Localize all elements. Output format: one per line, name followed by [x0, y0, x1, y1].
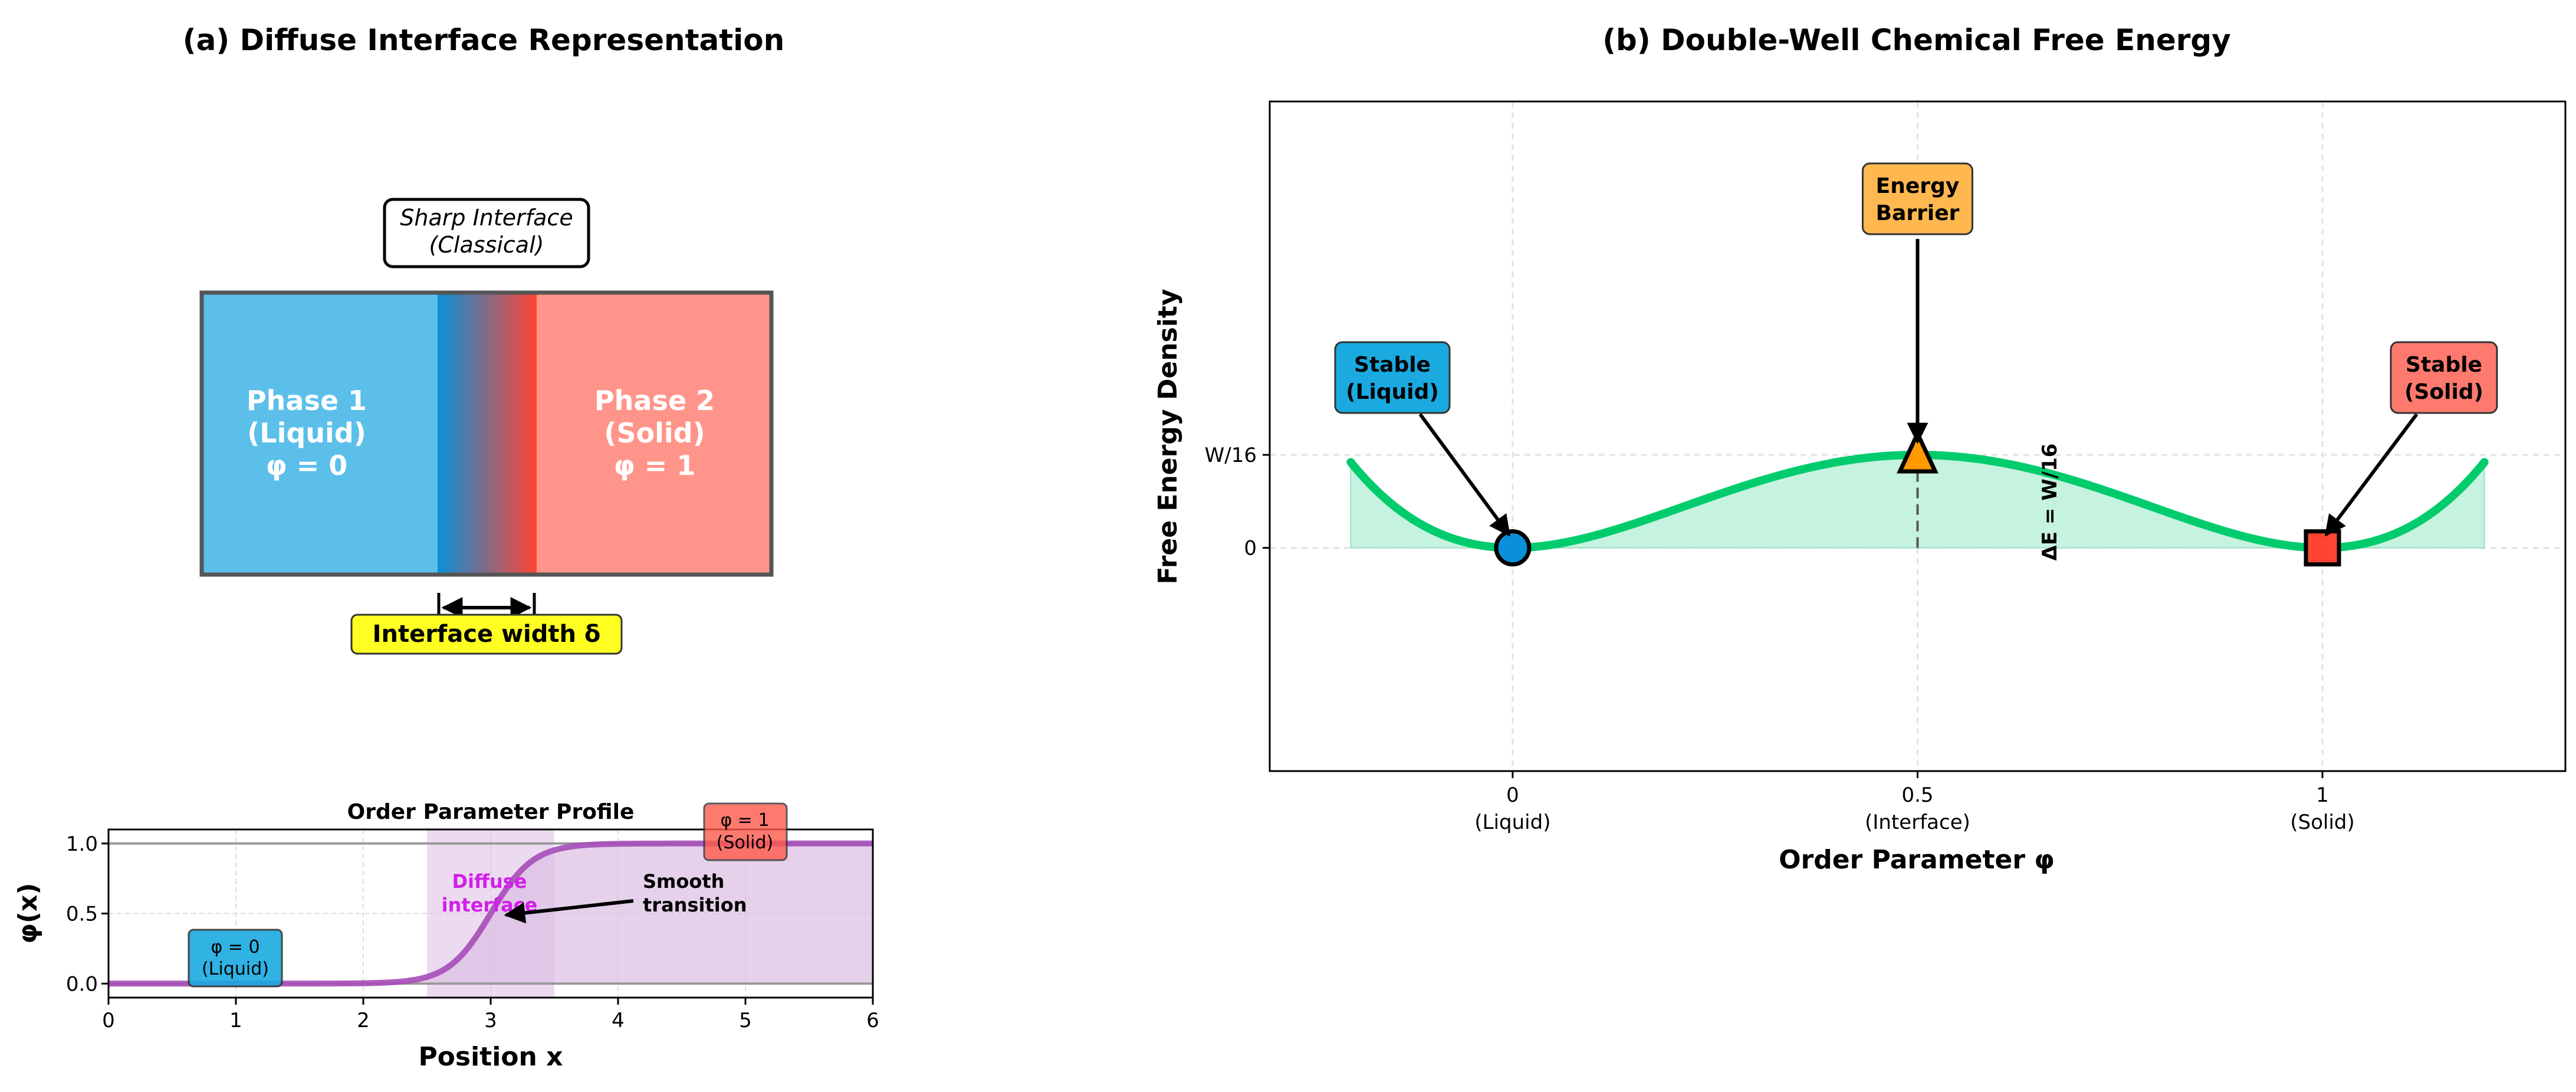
- x-tick-label: 1: [2316, 783, 2329, 807]
- x-tick-sublabel: (Interface): [1865, 811, 1970, 834]
- energy-barrier-label: Energy: [1876, 174, 1960, 198]
- panel-a-title: (a) Diffuse Interface Representation: [183, 23, 784, 57]
- energy-ylabel: Free Energy Density: [1153, 288, 1183, 584]
- x-tick-label: 0: [1506, 783, 1519, 807]
- energy-barrier-box: [1862, 162, 1973, 235]
- solid-sub: (Solid): [717, 832, 774, 853]
- x-tick-label: 3: [484, 1009, 497, 1032]
- stable-liquid-box: [1334, 341, 1451, 414]
- liquid-marker: [1494, 529, 1532, 567]
- liquid-arrow: [1418, 413, 1511, 537]
- sharp-interface-label: Sharp Interface: [400, 205, 573, 231]
- free-energy-chart: (b) Double-Well Chemical Free Energy Ord…: [1153, 23, 2567, 875]
- phase2-value: φ = 1: [614, 450, 696, 481]
- interface-width-label: Interface width δ: [373, 621, 601, 648]
- schematic-frame: [199, 290, 774, 577]
- solid-label: φ = 1: [720, 810, 769, 831]
- x-tick-label: 6: [866, 1009, 879, 1032]
- stable-solid-box: [2390, 341, 2498, 414]
- interface-width-box: [350, 614, 623, 655]
- sharp-interface-sub: (Classical): [429, 232, 544, 258]
- stable-liquid-sub: (Liquid): [1346, 380, 1439, 404]
- phase1-sub: (Liquid): [247, 417, 366, 449]
- x-tick-label: 4: [612, 1009, 625, 1032]
- panel-b-title: (b) Double-Well Chemical Free Energy: [1602, 23, 2231, 57]
- phase2-sub: (Solid): [604, 417, 705, 449]
- liquid-label: φ = 0: [211, 937, 259, 957]
- energy-axes-frame: [1269, 100, 2567, 772]
- profile-chart: Order Parameter Profile Position x φ(x) …: [13, 800, 879, 1072]
- stable-solid-sub: (Solid): [2404, 380, 2483, 404]
- phase1-label: Phase 1: [247, 385, 367, 417]
- liquid-sub: (Liquid): [202, 959, 269, 979]
- smooth-sub: transition: [643, 894, 747, 916]
- schematic: Phase 1 (Liquid) φ = 0 Phase 2 (Solid) φ…: [199, 198, 774, 655]
- interface-gradient: [438, 293, 537, 575]
- diffuse-label: Diffuse: [452, 870, 527, 893]
- phase1-region: [202, 293, 438, 575]
- profile-ylabel: φ(x): [13, 883, 43, 943]
- solid-marker: [2304, 529, 2341, 567]
- y-tick-label: W/16: [1205, 444, 1257, 467]
- sharp-interface-box: [383, 198, 590, 268]
- smooth-label: Smooth: [643, 870, 724, 893]
- x-tick-sublabel: (Liquid): [1474, 811, 1550, 834]
- y-tick-label: 0.0: [66, 972, 98, 996]
- energy-xlabel: Order Parameter φ: [1779, 845, 2055, 875]
- x-tick-label: 2: [357, 1009, 370, 1032]
- y-tick-label: 1.0: [66, 832, 98, 856]
- barrier-marker: [1896, 428, 1939, 474]
- y-tick-label: 0.5: [66, 903, 98, 926]
- energy-barrier-sub: Barrier: [1876, 201, 1960, 225]
- solid-box: [703, 802, 788, 861]
- phase2-label: Phase 2: [594, 385, 715, 417]
- profile-axes-frame: [107, 828, 874, 999]
- delta-e-label: ΔE = W/16: [2038, 444, 2062, 561]
- solid-arrow: [2324, 413, 2419, 537]
- x-tick-label: 1: [229, 1009, 242, 1032]
- stable-solid-label: Stable: [2406, 353, 2482, 377]
- phase2-region: [537, 293, 771, 575]
- liquid-box: [188, 929, 283, 988]
- x-tick-sublabel: (Solid): [2290, 811, 2354, 834]
- stable-liquid-label: Stable: [1354, 353, 1431, 377]
- phase1-value: φ = 0: [266, 450, 348, 481]
- y-tick-label: 0: [1244, 537, 1257, 560]
- x-tick-label: 0.5: [1901, 783, 1933, 807]
- profile-title: Order Parameter Profile: [347, 800, 635, 824]
- profile-xlabel: Position x: [418, 1042, 563, 1072]
- x-tick-label: 0: [102, 1009, 115, 1032]
- x-tick-label: 5: [739, 1009, 752, 1032]
- smooth-arrow: [504, 899, 634, 924]
